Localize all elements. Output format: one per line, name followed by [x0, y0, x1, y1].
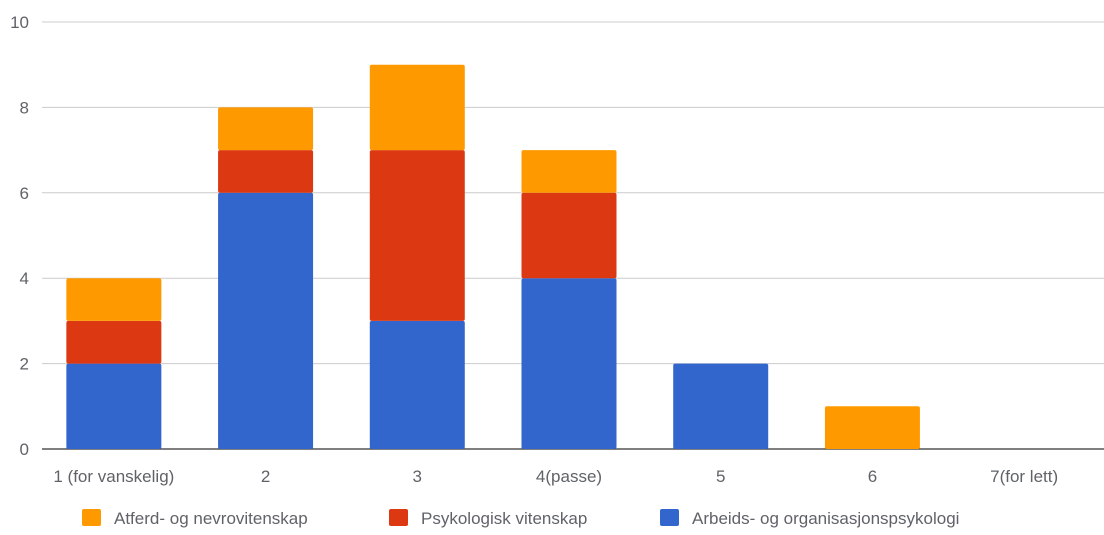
bar-segment-4-series-2	[521, 192, 617, 279]
bar-segment-1-series-2	[66, 320, 162, 364]
bar-segment-2-series-2	[218, 150, 314, 193]
y-tick-label-10: 10	[10, 13, 29, 32]
x-tick-label-6: 6	[868, 467, 877, 486]
bar-segment-4-series-1	[521, 278, 617, 449]
bars	[66, 64, 920, 450]
y-tick-label-6: 6	[20, 184, 29, 203]
legend-label-1: Atferd- og nevrovitenskap	[114, 509, 308, 528]
y-tick-label-4: 4	[20, 269, 29, 288]
x-tick-label-5: 5	[716, 467, 725, 486]
bar-segment-2-series-3	[218, 107, 314, 151]
bar-segment-4-series-3	[521, 150, 617, 193]
x-tick-label-7: 7(for lett)	[990, 467, 1058, 486]
x-tick-label-4: 4(passe)	[536, 467, 602, 486]
x-tick-label-1: 1 (for vanskelig)	[53, 467, 174, 486]
bar-segment-2-series-1	[218, 192, 314, 450]
y-tick-label-8: 8	[20, 98, 29, 117]
y-axis-tick-labels: 0 2 4 6 8 10	[10, 13, 29, 459]
x-tick-label-2: 2	[261, 467, 270, 486]
legend-swatch-3	[660, 509, 679, 526]
bar-segment-6-series-3	[824, 406, 920, 449]
legend-label-3: Arbeids- og organisasjonspsykologi	[692, 509, 959, 528]
x-axis-tick-labels: 1 (for vanskelig) 2 3 4(passe) 5 6 7(for lett)	[53, 467, 1058, 486]
legend-swatch-2	[389, 509, 408, 526]
y-tick-label-0: 0	[20, 440, 29, 459]
bar-segment-5-series-1	[673, 363, 769, 449]
bar-segment-3-series-2	[369, 150, 465, 321]
bar-segment-1-series-1	[66, 363, 162, 449]
legend-swatch-1	[82, 509, 101, 526]
legend-label-2: Psykologisk vitenskap	[421, 509, 587, 528]
bar-segment-1-series-3	[66, 278, 162, 321]
y-tick-label-2: 2	[20, 355, 29, 374]
x-tick-label-3: 3	[413, 467, 422, 486]
legend: Atferd- og nevrovitenskap Psykologisk vit…	[82, 509, 959, 528]
bar-segment-3-series-1	[369, 320, 465, 449]
bar-segment-3-series-3	[369, 64, 465, 151]
